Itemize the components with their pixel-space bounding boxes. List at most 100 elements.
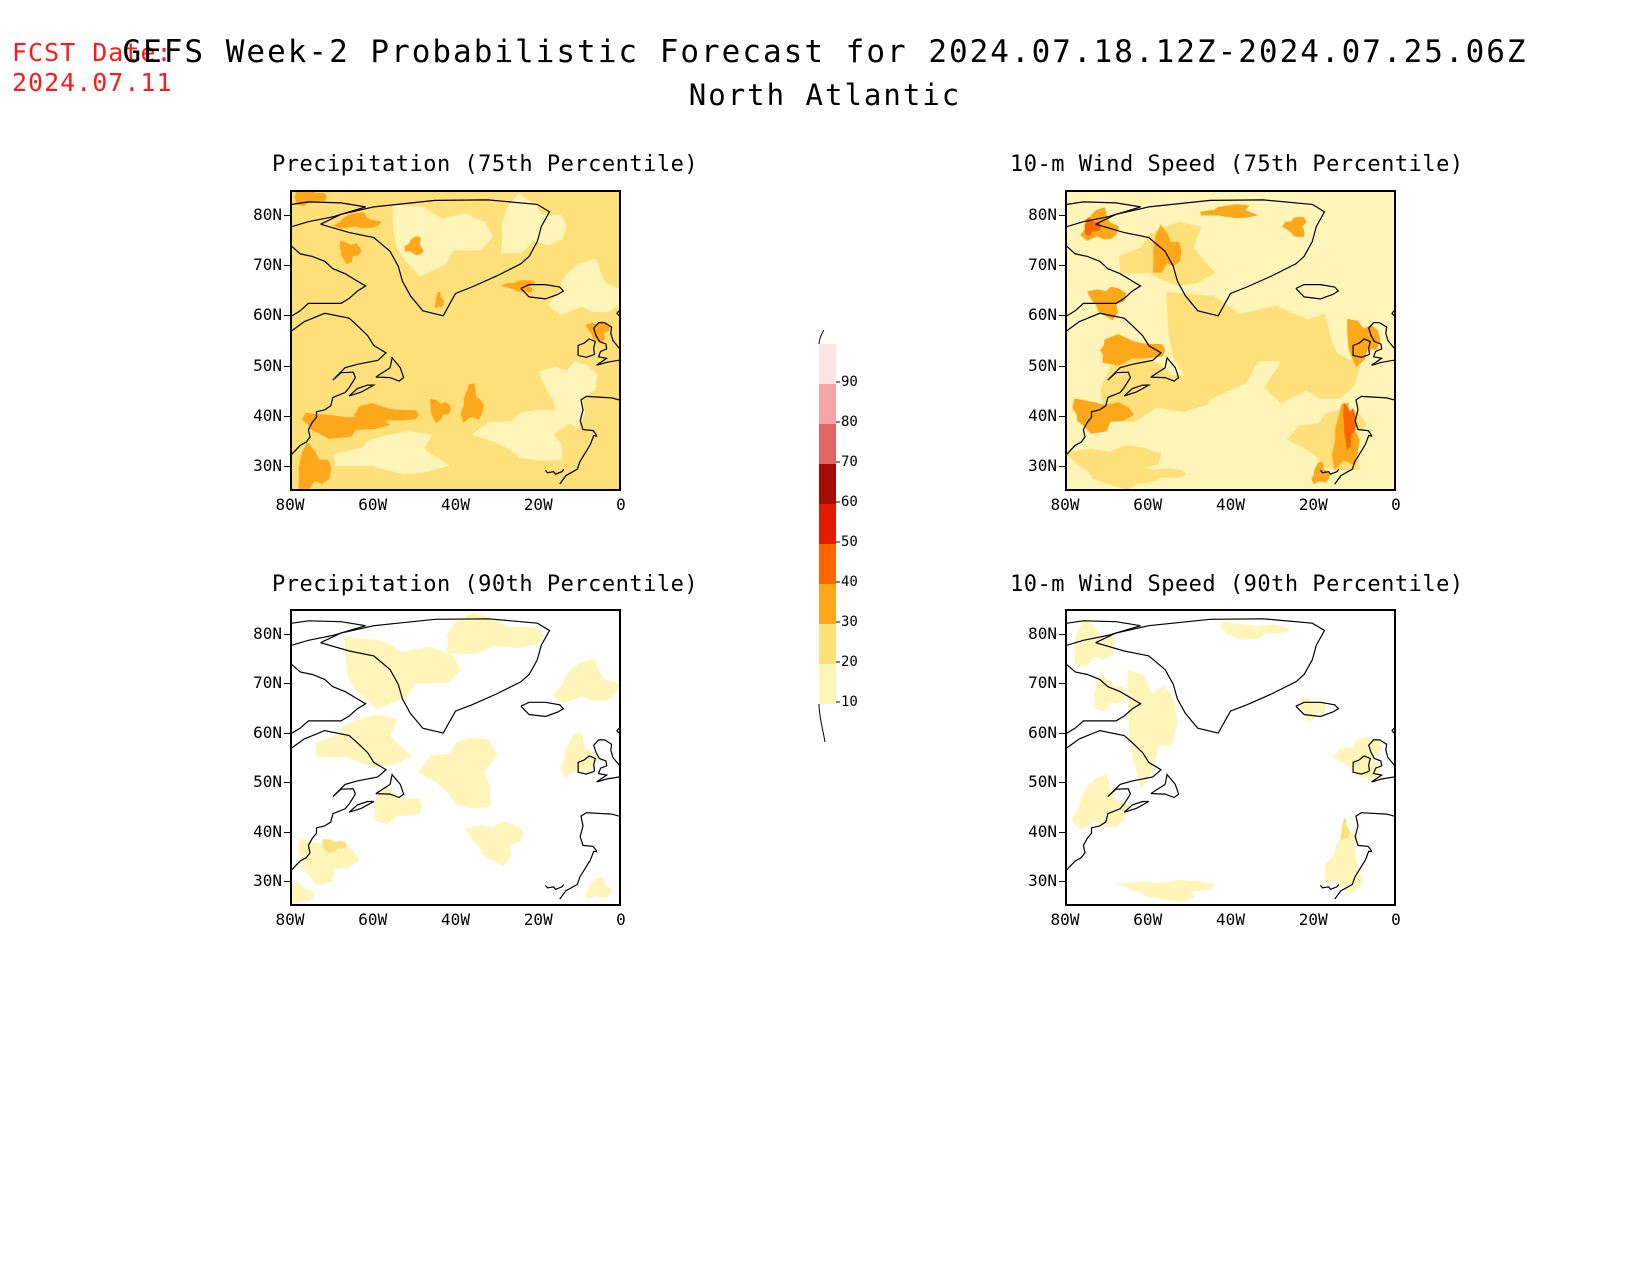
coastline: [320, 199, 551, 317]
lat-tick-mark: [1059, 881, 1065, 883]
probability-contour: [392, 204, 493, 277]
lat-tick-label: 60N: [253, 305, 282, 325]
lat-tick-mark: [284, 215, 290, 217]
lat-tick-label: 40N: [1028, 821, 1057, 841]
lat-tick-label: 30N: [253, 455, 282, 475]
probability-contour: [446, 612, 545, 654]
probability-contour: [560, 733, 598, 779]
probability-contour: [547, 258, 619, 315]
coastline: [1391, 310, 1394, 317]
map-frame: [290, 609, 621, 906]
lat-tick-label: 60N: [253, 722, 282, 742]
lat-tick-label: 70N: [253, 255, 282, 275]
coastline: [1067, 620, 1141, 646]
page-title: GEFS Week-2 Probabilistic Forecast for 2…: [122, 34, 1528, 70]
lat-tick-label: 70N: [253, 673, 282, 693]
colorbar-label: 10: [841, 694, 858, 710]
coastline: [616, 310, 619, 317]
coastline: [1067, 245, 1142, 317]
colorbar-segment: [819, 424, 836, 464]
lat-tick-label: 50N: [1028, 772, 1057, 792]
lat-tick-label: 30N: [1028, 455, 1057, 475]
lat-tick-label: 80N: [1028, 205, 1057, 225]
lat-tick-label: 80N: [1028, 623, 1057, 643]
probability-contour: [1263, 313, 1361, 404]
coastline: [1368, 322, 1394, 366]
colorbar-label: 80: [841, 414, 858, 430]
probability-contour: [1074, 618, 1116, 667]
coastline: [292, 664, 367, 734]
probability-contour: [333, 212, 382, 229]
lat-tick-label: 40N: [253, 821, 282, 841]
lon-tick-label: 80W: [275, 910, 305, 929]
coastline: [520, 284, 565, 300]
colorbar-segment: [819, 584, 836, 624]
lat-tick-label: 70N: [1028, 255, 1057, 275]
colorbar-top-taper: [818, 313, 829, 345]
coastline: [1150, 356, 1180, 382]
lon-tick-label: 0: [616, 495, 626, 514]
colorbar-label: 60: [841, 494, 858, 510]
probability-contour: [1301, 698, 1327, 722]
probability-contour: [1120, 466, 1188, 485]
panel-title: Precipitation (90th Percentile): [272, 572, 699, 597]
coastline: [292, 729, 388, 871]
probability-contour: [292, 881, 315, 904]
coastline: [1067, 201, 1141, 228]
probability-contour: [1070, 774, 1129, 830]
lat-tick-mark: [284, 782, 290, 784]
coastline: [1067, 664, 1142, 734]
lat-tick-mark: [284, 683, 290, 685]
coastline: [577, 755, 597, 775]
coastline: [1123, 800, 1150, 813]
colorbar-label: 70: [841, 454, 858, 470]
probability-contour: [418, 737, 498, 809]
lon-tick-label: 20W: [523, 495, 553, 514]
coastline: [1095, 618, 1326, 734]
probability-contour: [430, 399, 452, 424]
coastline: [1319, 884, 1340, 891]
lat-tick-mark: [284, 315, 290, 317]
lon-tick-label: 40W: [441, 910, 470, 929]
lat-tick-label: 50N: [253, 772, 282, 792]
lat-tick-mark: [1059, 782, 1065, 784]
lat-tick-mark: [1059, 732, 1065, 734]
probability-map: [1067, 611, 1394, 904]
probability-contour: [339, 240, 362, 265]
probability-contour: [434, 291, 445, 309]
map-frame: [290, 190, 621, 491]
lat-tick-mark: [284, 881, 290, 883]
colorbar-label: 50: [841, 534, 858, 550]
coastline: [1095, 199, 1326, 317]
lat-tick-label: 80N: [253, 623, 282, 643]
probability-contour: [465, 821, 524, 866]
lat-tick-label: 30N: [253, 871, 282, 891]
colorbar-segment: [819, 464, 836, 504]
coastline: [1368, 739, 1394, 783]
lat-tick-label: 30N: [1028, 871, 1057, 891]
probability-contour: [315, 714, 412, 768]
coastline: [292, 312, 388, 455]
probability-contour: [1100, 334, 1166, 366]
lat-tick-mark: [284, 465, 290, 467]
coastline: [1352, 755, 1372, 775]
coastline: [559, 395, 619, 485]
colorbar-segment: [819, 664, 836, 704]
probability-contour: [585, 321, 610, 344]
lon-tick-label: 60W: [1133, 495, 1163, 514]
probability-contour: [1084, 216, 1101, 236]
probability-contour: [501, 280, 536, 293]
coastline: [1295, 701, 1340, 718]
probability-contour: [333, 431, 450, 475]
colorbar-segment: [819, 384, 836, 424]
lat-tick-mark: [284, 831, 290, 833]
coastline: [593, 739, 619, 783]
lat-tick-mark: [1059, 215, 1065, 217]
coastline: [616, 727, 619, 734]
lon-tick-label: 0: [1391, 495, 1401, 514]
colorbar-label: 40: [841, 574, 858, 590]
coastline: [348, 384, 377, 397]
map-background: [1067, 611, 1394, 904]
lat-tick-mark: [1059, 415, 1065, 417]
coastline: [375, 356, 405, 382]
